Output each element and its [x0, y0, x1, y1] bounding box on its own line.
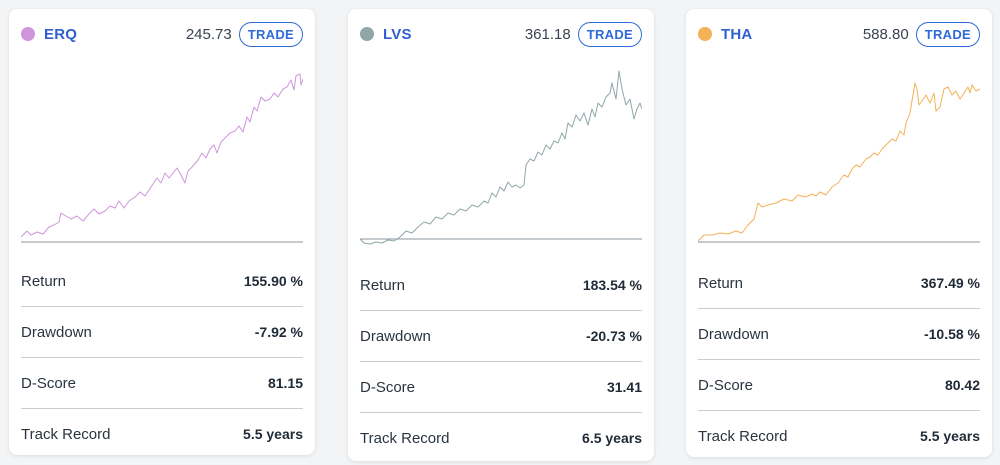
performance-sparkline: [360, 70, 642, 245]
card-header: ERQ 245.73 TRADE: [21, 21, 303, 47]
price-value: 361.18: [524, 25, 571, 43]
ticker-symbol[interactable]: THA: [721, 25, 753, 43]
color-dot-icon: [360, 27, 374, 41]
price-value: 245.73: [185, 25, 232, 43]
stat-label: D-Score: [360, 378, 416, 396]
stat-row-d-score: D-Score 81.15: [21, 358, 303, 409]
strategy-card-erq[interactable]: ERQ 245.73 TRADE Return 155.90 % Drawdow…: [9, 9, 315, 455]
stat-value: 367.49 %: [920, 275, 980, 291]
stat-label: Return: [21, 272, 67, 290]
card-header: THA 588.80 TRADE: [698, 21, 980, 47]
stat-value: -7.92 %: [254, 324, 303, 340]
sparkline-path: [360, 70, 642, 245]
stat-value: 81.15: [267, 375, 303, 391]
trade-button[interactable]: TRADE: [238, 21, 303, 47]
stat-row-d-score: D-Score 31.41: [360, 362, 642, 413]
stat-label: Track Record: [360, 429, 450, 447]
stat-label: Track Record: [21, 425, 111, 443]
stats-list: Return 367.49 % Drawdown -10.58 % D-Scor…: [698, 258, 980, 461]
stat-row-drawdown: Drawdown -10.58 %: [698, 309, 980, 360]
ticker-symbol[interactable]: ERQ: [44, 25, 78, 43]
price-value: 588.80: [862, 25, 909, 43]
stat-row-d-score: D-Score 80.42: [698, 360, 980, 411]
stats-list: Return 155.90 % Drawdown -7.92 % D-Score…: [21, 256, 303, 459]
stat-label: Drawdown: [21, 323, 92, 341]
strategy-card-tha[interactable]: THA 588.80 TRADE Return 367.49 % Drawdow…: [686, 9, 992, 457]
stat-value: 6.5 years: [582, 430, 642, 446]
stat-value: 183.54 %: [582, 277, 642, 293]
stat-row-track-record: Track Record 6.5 years: [360, 413, 642, 463]
stat-value: 31.41: [606, 379, 642, 395]
trade-button[interactable]: TRADE: [577, 21, 642, 47]
color-dot-icon: [21, 27, 35, 41]
stat-value: -20.73 %: [585, 328, 642, 344]
strategy-card-lvs[interactable]: LVS 361.18 TRADE Return 183.54 % Drawdow…: [348, 9, 654, 461]
stat-label: Drawdown: [698, 325, 769, 343]
stat-row-drawdown: Drawdown -7.92 %: [21, 307, 303, 358]
stat-label: Track Record: [698, 427, 788, 445]
stat-value: -10.58 %: [923, 326, 980, 342]
stat-label: Return: [360, 276, 406, 294]
stat-row-track-record: Track Record 5.5 years: [21, 409, 303, 459]
stat-row-drawdown: Drawdown -20.73 %: [360, 311, 642, 362]
performance-sparkline: [21, 73, 303, 243]
card-header: LVS 361.18 TRADE: [360, 21, 642, 47]
stat-row-return: Return 367.49 %: [698, 258, 980, 309]
color-dot-icon: [698, 27, 712, 41]
stat-row-track-record: Track Record 5.5 years: [698, 411, 980, 461]
performance-sparkline: [698, 82, 980, 243]
stat-label: Drawdown: [360, 327, 431, 345]
stat-row-return: Return 183.54 %: [360, 260, 642, 311]
trade-button[interactable]: TRADE: [915, 21, 980, 47]
stat-row-return: Return 155.90 %: [21, 256, 303, 307]
stat-value: 155.90 %: [243, 273, 303, 289]
stat-value: 80.42: [944, 377, 980, 393]
sparkline-path: [21, 73, 303, 238]
stat-label: D-Score: [21, 374, 77, 392]
stat-value: 5.5 years: [243, 426, 303, 442]
stat-label: D-Score: [698, 376, 754, 394]
stats-list: Return 183.54 % Drawdown -20.73 % D-Scor…: [360, 260, 642, 463]
stat-label: Return: [698, 274, 744, 292]
ticker-symbol[interactable]: LVS: [383, 25, 412, 43]
stat-value: 5.5 years: [920, 428, 980, 444]
sparkline-path: [698, 82, 980, 242]
